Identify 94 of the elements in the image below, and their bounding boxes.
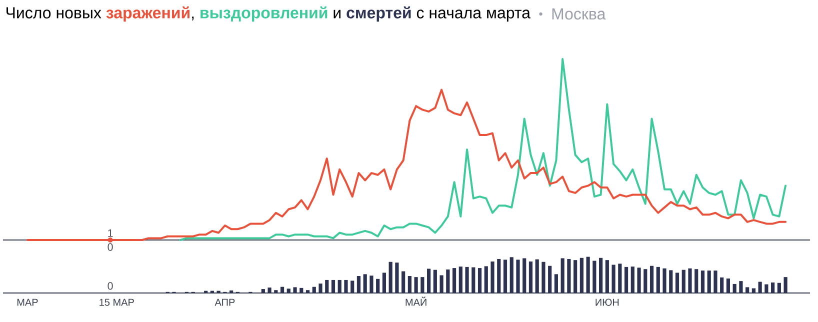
bar: [764, 284, 768, 293]
bar: [784, 277, 788, 293]
bar: [522, 258, 526, 293]
bar: [542, 262, 546, 293]
bar: [478, 268, 482, 293]
bar: [669, 270, 673, 293]
bar: [312, 286, 316, 293]
bar: [694, 269, 698, 293]
bar: [490, 262, 494, 293]
bar: [560, 258, 564, 293]
bar: [548, 266, 552, 293]
bar: [732, 284, 736, 293]
bar: [465, 266, 469, 293]
bar: [700, 270, 705, 293]
bar: [567, 258, 571, 293]
bar: [446, 269, 450, 293]
bar: [637, 268, 641, 293]
bar: [395, 262, 399, 293]
bar: [656, 266, 660, 293]
x-tick-label: АПР: [214, 298, 235, 306]
bar: [605, 260, 609, 293]
bar: [720, 277, 724, 293]
bar: [592, 260, 596, 293]
bar: [497, 258, 501, 293]
bar: [726, 278, 730, 293]
bar: [662, 268, 666, 293]
annotation: 1: [108, 229, 113, 237]
bar: [338, 280, 342, 293]
bar: [458, 266, 462, 293]
bar: [363, 274, 367, 293]
bar: [306, 290, 310, 293]
bar: [714, 270, 718, 293]
bar: [516, 260, 520, 293]
x-tick-label: 15 МАР: [100, 298, 134, 306]
bar: [452, 268, 456, 293]
bar: [510, 257, 514, 293]
bar: [300, 288, 304, 293]
bar: [472, 267, 476, 293]
bar: [618, 264, 622, 293]
bar: [427, 268, 431, 293]
bar: [630, 266, 634, 293]
bar: [293, 287, 297, 293]
bar: [261, 289, 265, 293]
bar: [574, 260, 578, 293]
bar: [675, 272, 680, 293]
bar: [580, 258, 584, 293]
bar: [752, 288, 756, 293]
bar: [707, 270, 711, 293]
bar: [230, 290, 234, 293]
bar: [376, 278, 380, 293]
x-tick-label: ИЮН: [596, 298, 619, 306]
bar: [503, 260, 508, 293]
bar: [318, 284, 322, 293]
bar: [624, 266, 628, 293]
bar: [388, 262, 392, 293]
bar: [408, 276, 412, 293]
bar: [535, 259, 539, 293]
bar: [758, 282, 762, 293]
bar: [484, 266, 488, 293]
bar: [414, 277, 418, 293]
bar: [350, 280, 354, 293]
annotation: 0: [108, 282, 113, 290]
bar: [777, 282, 781, 293]
bar: [420, 277, 424, 293]
bar: [771, 282, 775, 293]
x-tick-label: МАЙ: [406, 296, 426, 306]
bar: [356, 276, 361, 293]
bar: [274, 290, 278, 293]
bar: [433, 270, 437, 293]
bar: [286, 288, 290, 293]
text: 0: [108, 243, 113, 251]
bar: [599, 258, 603, 293]
x-tick-label: МАР: [17, 298, 38, 306]
bar: [650, 266, 654, 293]
bar: [344, 280, 348, 293]
bar: [644, 269, 648, 293]
bar: [280, 286, 284, 293]
bar: [739, 281, 743, 293]
bar: [746, 287, 750, 293]
bar: [268, 288, 272, 293]
chart-subtitle: Москва: [552, 8, 606, 20]
bar: [682, 270, 686, 293]
bar: [370, 276, 374, 293]
bar: [402, 271, 406, 293]
chart-title: Число новых заражений, выздоровлений и смертей с начала марта: [6, 6, 530, 22]
bar: [325, 280, 329, 293]
bar: [586, 256, 590, 293]
bar: [331, 280, 336, 293]
bar: [554, 274, 558, 293]
bar: [528, 262, 533, 293]
bar: [382, 272, 386, 293]
bar: [612, 264, 616, 293]
bar: [440, 275, 444, 293]
bar: [688, 268, 692, 293]
